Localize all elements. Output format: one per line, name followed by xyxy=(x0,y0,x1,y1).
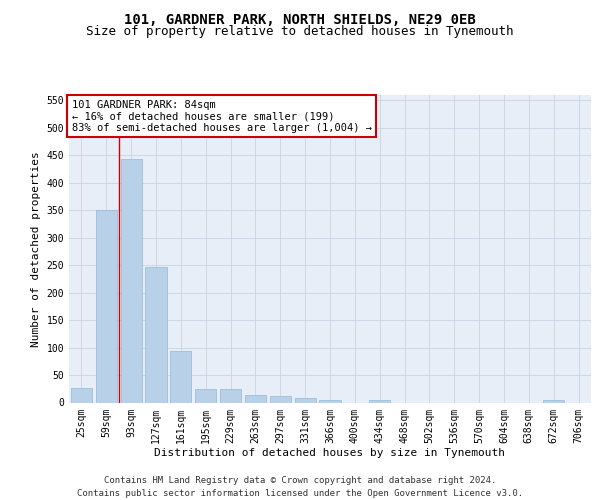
Bar xyxy=(71,388,92,402)
Bar xyxy=(369,400,390,402)
Text: Contains HM Land Registry data © Crown copyright and database right 2024.
Contai: Contains HM Land Registry data © Crown c… xyxy=(77,476,523,498)
Bar xyxy=(145,268,167,402)
Bar xyxy=(220,390,241,402)
Y-axis label: Number of detached properties: Number of detached properties xyxy=(31,151,41,346)
Text: 101 GARDNER PARK: 84sqm
← 16% of detached houses are smaller (199)
83% of semi-d: 101 GARDNER PARK: 84sqm ← 16% of detache… xyxy=(71,100,371,133)
Bar xyxy=(96,210,117,402)
Bar xyxy=(121,159,142,402)
Bar xyxy=(295,398,316,402)
Bar xyxy=(195,390,216,402)
Bar xyxy=(270,396,291,402)
Text: 101, GARDNER PARK, NORTH SHIELDS, NE29 0EB: 101, GARDNER PARK, NORTH SHIELDS, NE29 0… xyxy=(124,12,476,26)
Bar xyxy=(245,396,266,402)
Bar xyxy=(543,400,564,402)
Text: Size of property relative to detached houses in Tynemouth: Size of property relative to detached ho… xyxy=(86,25,514,38)
X-axis label: Distribution of detached houses by size in Tynemouth: Distribution of detached houses by size … xyxy=(155,448,505,458)
Bar xyxy=(319,400,341,402)
Bar xyxy=(170,352,191,403)
